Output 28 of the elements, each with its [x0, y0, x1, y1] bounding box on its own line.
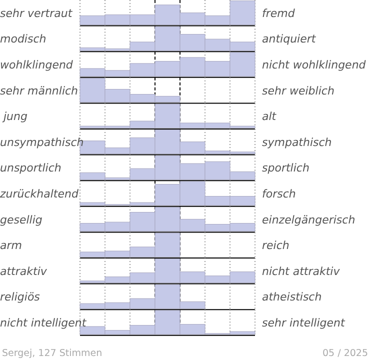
y-axis-title: zurückhaltend [0, 188, 80, 200]
y-axis-title: religiös [0, 290, 40, 304]
y2-axis-title: sportlich [262, 162, 310, 175]
y-axis-title: unsportlich [0, 162, 62, 175]
y2-axis-title: sehr weiblich [262, 84, 334, 98]
text: 05 / 2025 [322, 348, 368, 359]
y2-axis-title: nicht wohlklingend [262, 58, 367, 72]
y-axis-title: nicht intelligent [0, 316, 87, 330]
y2-axis-title: nicht attraktiv [262, 264, 340, 278]
y-axis-title: modisch [0, 32, 46, 46]
y2-axis-title: antiquiert [262, 32, 316, 46]
y-axis-title: arm [0, 239, 22, 252]
y-axis-title: attraktiv [0, 264, 48, 278]
y-axis-title: gesellig [0, 213, 42, 226]
y2-axis-title: alt [262, 110, 277, 124]
y2-axis-title: atheistisch [262, 290, 322, 304]
y-axis-title: sehr vertraut [0, 6, 73, 20]
y2-axis-title: einzelgängerisch [262, 213, 356, 226]
y-axis-title: wohlklingend [0, 58, 74, 72]
y2-axis-title: sehr intelligent [262, 316, 346, 330]
y-axis-title: jung [0, 110, 28, 124]
y2-axis-title: sympathisch [262, 136, 332, 149]
y2-axis-title: reich [262, 239, 290, 252]
text: Sergej, 127 Stimmen [2, 348, 102, 359]
y-axis-title: sehr männlich [0, 84, 78, 98]
y2-axis-title: fremd [262, 6, 296, 20]
y2-axis-title: forsch [262, 188, 296, 200]
y-axis-title: unsympathisch [0, 136, 84, 149]
